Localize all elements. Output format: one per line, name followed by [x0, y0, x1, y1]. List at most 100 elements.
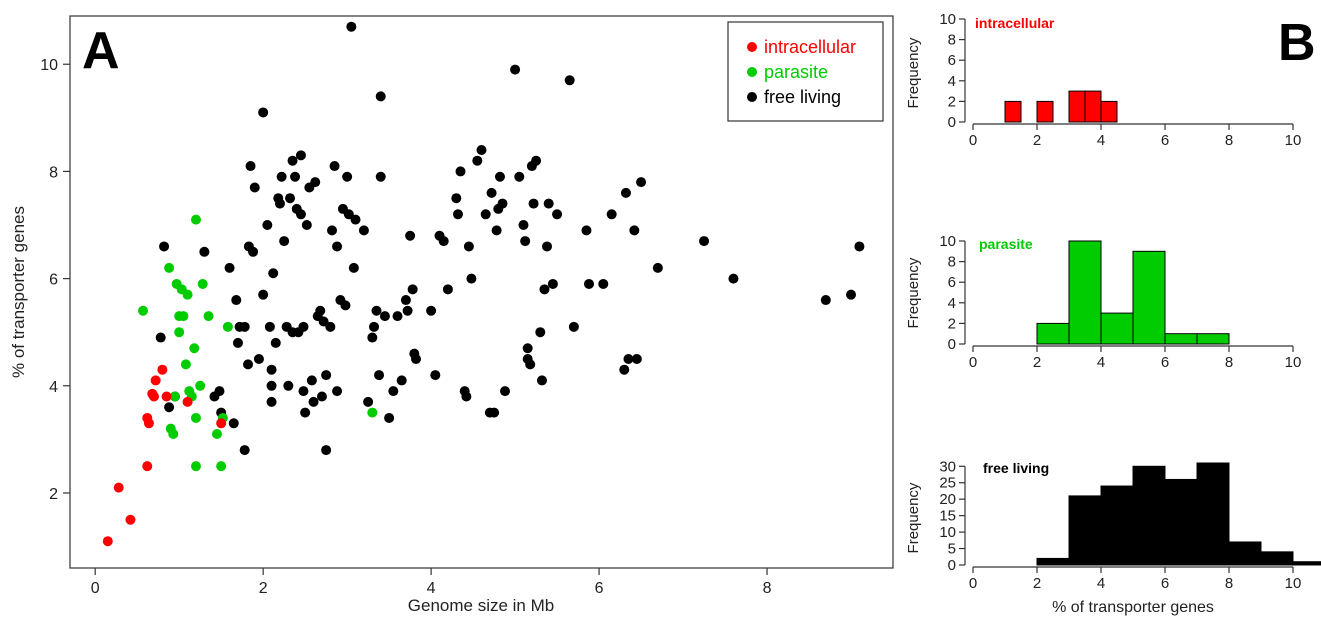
scatter-point-free-living [451, 193, 462, 204]
histogram-x-tick-label: 10 [1285, 132, 1302, 149]
scatter-point-free-living [535, 327, 546, 338]
scatter-y-axis-label: % of transporter genes [9, 206, 28, 378]
legend-marker-parasite [747, 67, 757, 77]
scatter-point-free-living [486, 187, 497, 198]
scatter-point-free-living [279, 236, 290, 247]
scatter-point-free-living [379, 311, 390, 322]
scatter-point-free-living [375, 91, 386, 102]
histogram-y-label-free-living: Frequency [905, 482, 922, 553]
scatter-point-free-living [270, 337, 281, 348]
histogram-x-tick-label: 8 [1225, 354, 1233, 371]
scatter-point-free-living [631, 353, 642, 364]
scatter-point-free-living [494, 171, 505, 182]
scatter-point-free-living [300, 407, 311, 418]
scatter-point-free-living [407, 284, 418, 295]
scatter-point-free-living [476, 144, 487, 155]
scatter-point-free-living [400, 295, 411, 306]
scatter-point-parasite [189, 343, 200, 354]
scatter-point-free-living [426, 305, 437, 316]
histogram-intracellular: 0 2 4 6 8 10 0 2 4 6 8 10 intracellular Frequency [905, 11, 1301, 149]
histogram-y-tick-label: 4 [948, 295, 956, 312]
scatter-y-tick-label: 6 [49, 272, 58, 289]
histogram-bar-free-living [1164, 478, 1198, 566]
panel-label-b: B [1278, 14, 1316, 72]
scatter-legend: intracellular parasite free living [727, 21, 884, 122]
histogram-bar-free-living [1068, 495, 1102, 566]
scatter-point-free-living [268, 268, 279, 279]
histogram-y-tick-label: 8 [948, 254, 956, 271]
scatter-point-free-living [375, 171, 386, 182]
scatter-point-free-living [348, 262, 359, 273]
scatter-point-intracellular [125, 514, 136, 525]
scatter-point-free-living [518, 220, 529, 231]
histogram-y-tick-label: 8 [948, 32, 956, 49]
histogram-y-tick-label: 6 [948, 52, 956, 69]
histogram-bar-intracellular [1100, 100, 1118, 123]
scatter-point-free-living [463, 241, 474, 252]
histogram-x-tick-label: 2 [1033, 132, 1041, 149]
scatter-y-tick-label: 2 [49, 486, 58, 503]
scatter-point-free-living [598, 278, 609, 289]
histogram-x-tick-label: 4 [1097, 132, 1105, 149]
scatter-point-free-living [522, 343, 533, 354]
scatter-point-free-living [568, 321, 579, 332]
scatter-point-free-living [461, 391, 472, 402]
histogram-y-tick-label: 25 [939, 475, 956, 492]
scatter-point-free-living [497, 198, 508, 209]
scatter-point-parasite [203, 311, 214, 322]
scatter-point-free-living [164, 402, 175, 413]
scatter-point-parasite [195, 380, 206, 391]
scatter-point-intracellular [102, 536, 113, 547]
histogram-bar-parasite [1068, 240, 1102, 345]
scatter-point-parasite [197, 278, 208, 289]
scatter-point-free-living [343, 209, 354, 220]
scatter-point-free-living [543, 198, 554, 209]
scatter-y-tick-label: 4 [49, 379, 58, 396]
histogram-x-tick-label: 8 [1225, 132, 1233, 149]
scatter-point-intracellular [148, 391, 159, 402]
scatter-point-free-living [276, 171, 287, 182]
histogram-bar-free-living [1196, 462, 1230, 566]
scatter-point-free-living [442, 284, 453, 295]
scatter-point-free-living [290, 171, 301, 182]
histogram-y-tick-label: 0 [948, 336, 956, 353]
scatter-point-free-living [396, 375, 407, 386]
scatter-point-free-living [295, 150, 306, 161]
scatter-point-free-living [410, 353, 421, 364]
histogram-bar-free-living [1260, 551, 1294, 566]
scatter-point-free-living [491, 225, 502, 236]
scatter-point-free-living [369, 321, 380, 332]
histogram-x-tick-label: 6 [1161, 575, 1169, 592]
scatter-point-parasite [190, 214, 201, 225]
scatter-point-free-living [350, 214, 361, 225]
histogram-bar-free-living [1292, 561, 1321, 566]
scatter-point-free-living [636, 177, 647, 188]
scatter-point-free-living [266, 380, 277, 391]
scatter-point-free-living [325, 321, 336, 332]
histogram-bar-free-living [1100, 485, 1134, 566]
scatter-point-free-living [316, 391, 327, 402]
scatter-points [102, 21, 865, 547]
scatter-point-free-living [846, 289, 857, 300]
scatter-x-tick-label: 2 [259, 580, 268, 597]
scatter-point-free-living [262, 220, 273, 231]
scatter-point-free-living [528, 198, 539, 209]
scatter-point-intracellular [142, 461, 153, 472]
scatter-point-free-living [287, 155, 298, 166]
scatter-point-free-living [438, 236, 449, 247]
scatter-point-free-living [371, 305, 382, 316]
histogram-y-tick-label: 0 [948, 114, 956, 131]
scatter-point-free-living [243, 359, 254, 370]
scatter-point-parasite [164, 262, 175, 273]
scatter-point-free-living [253, 353, 264, 364]
scatter-point-free-living [239, 445, 250, 456]
histogram-bar-parasite [1164, 333, 1198, 345]
scatter-point-free-living [500, 386, 511, 397]
scatter-point-parasite [216, 461, 227, 472]
histogram-bar-parasite [1036, 322, 1070, 345]
scatter-point-intracellular [143, 418, 154, 429]
scatter-point-free-living [358, 225, 369, 236]
histogram-bar-intracellular [1036, 100, 1054, 123]
histogram-title-parasite: parasite [979, 236, 1033, 252]
scatter-point-free-living [525, 359, 536, 370]
